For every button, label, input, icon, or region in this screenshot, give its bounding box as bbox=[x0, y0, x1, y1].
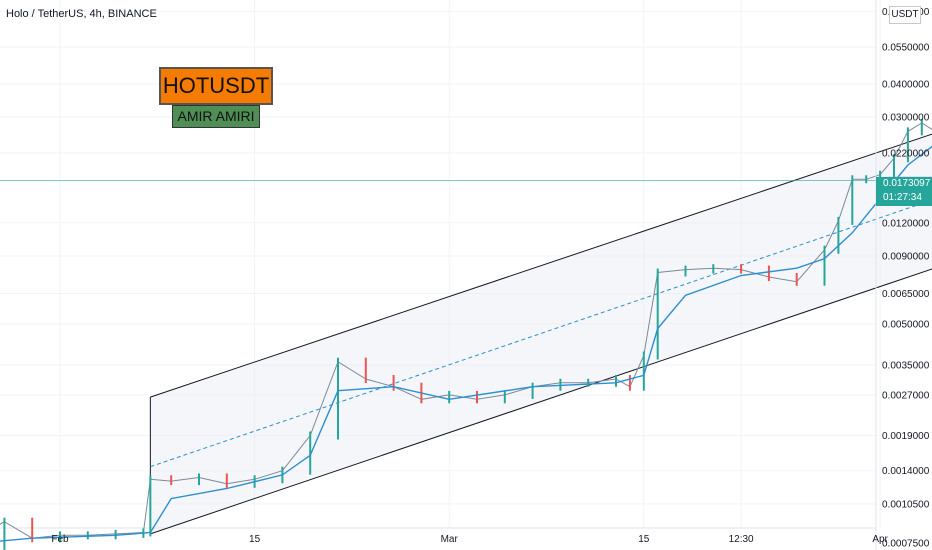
x-tick-label: 15 bbox=[249, 534, 261, 545]
overlay-layer bbox=[0, 176, 932, 188]
series-layer bbox=[0, 118, 932, 550]
last-price-value: 0.0173097 bbox=[883, 178, 931, 189]
x-tick-label: Feb bbox=[51, 534, 69, 545]
bar-countdown: 01:27:34 bbox=[883, 192, 922, 203]
y-tick-label: 0.0014000 bbox=[882, 466, 930, 477]
channel-lower-line bbox=[150, 268, 932, 535]
author-annotation: AMIR AMIRI bbox=[172, 105, 260, 128]
last-price-label: 0.0173097 01:27:34 bbox=[876, 177, 932, 206]
symbol-annotation: HOTUSDT bbox=[159, 67, 273, 105]
y-tick-label: 0.0027000 bbox=[882, 390, 930, 401]
y-tick-label: 0.0300000 bbox=[882, 113, 930, 124]
x-tick-label: Mar bbox=[441, 534, 459, 545]
y-tick-label: 0.0035000 bbox=[882, 360, 930, 371]
channel-fill bbox=[150, 134, 932, 534]
y-tick-label: 0.0400000 bbox=[882, 79, 930, 90]
ema-line bbox=[0, 145, 932, 542]
y-tick-label: 0.0065000 bbox=[882, 289, 930, 300]
channel-mid-line bbox=[150, 199, 932, 468]
y-tick-label: 0.0019000 bbox=[882, 431, 930, 442]
y-tick-label: 0.0090000 bbox=[882, 251, 930, 262]
x-tick-label: 12:30 bbox=[729, 534, 754, 545]
symbol-title: Holo / TetherUS, 4h, BINANCE bbox=[6, 8, 157, 20]
x-tick-label: Apr bbox=[872, 534, 888, 545]
y-tick-label: 0.0010500 bbox=[882, 499, 930, 510]
x-tick-label: 15 bbox=[638, 534, 650, 545]
channel-upper-line bbox=[150, 133, 932, 398]
currency-unit-button[interactable]: USDT bbox=[889, 6, 921, 24]
y-tick-label: 0.0120000 bbox=[882, 218, 930, 229]
price-path bbox=[0, 122, 932, 539]
y-tick-label: 0.0220000 bbox=[882, 148, 930, 159]
y-tick-label: 0.0007500 bbox=[882, 538, 930, 549]
y-tick-label: 0.0550000 bbox=[882, 43, 930, 54]
grid-layer bbox=[0, 0, 881, 529]
y-tick-label: 0.0050000 bbox=[882, 319, 930, 330]
